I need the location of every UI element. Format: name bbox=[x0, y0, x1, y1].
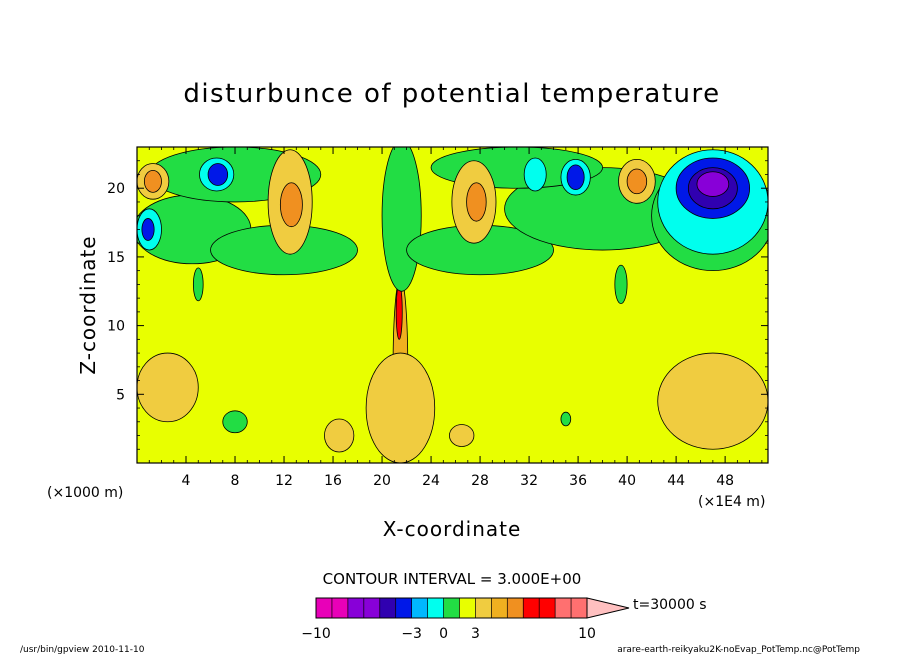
x-unit-left: (×1000 m) bbox=[47, 485, 123, 501]
colorbar-swatch bbox=[555, 598, 572, 618]
plot-area bbox=[137, 147, 768, 463]
colorbar-swatch bbox=[443, 598, 460, 618]
colorbar-swatch bbox=[347, 598, 365, 618]
footer-left: /usr/bin/gpview 2010-11-10 bbox=[20, 645, 145, 654]
colorbar-swatch bbox=[507, 598, 524, 618]
contour-region bbox=[137, 352, 199, 423]
colorbar-ticks: −10 −3 0 3 10 bbox=[301, 626, 596, 642]
colorbar-swatch bbox=[459, 598, 476, 618]
chart-title: disturbunce of potential temperature bbox=[183, 79, 720, 109]
colorbar-tick-label: 0 bbox=[439, 626, 448, 642]
x-tick-label: 32 bbox=[520, 473, 538, 489]
y-tick-label: 10 bbox=[107, 319, 125, 335]
contour-region bbox=[696, 171, 730, 197]
x-tick-label: 8 bbox=[231, 473, 240, 489]
x-axis: 4 8 12 16 20 24 28 32 36 40 44 48 bbox=[148, 147, 763, 489]
time-label: t=30000 s bbox=[633, 597, 707, 613]
x-tick-label: 44 bbox=[667, 473, 685, 489]
x-tick-label: 12 bbox=[275, 473, 293, 489]
colorbar-swatch bbox=[571, 598, 588, 618]
colorbar-swatch bbox=[411, 598, 428, 618]
colorbar-tick-label: 10 bbox=[578, 626, 596, 642]
contour-interval-label: CONTOUR INTERVAL = 3.000E+00 bbox=[323, 570, 582, 588]
colorbar-swatch bbox=[523, 598, 540, 618]
contour-region bbox=[449, 424, 475, 447]
colorbar-extension bbox=[586, 597, 630, 619]
y-tick-label: 20 bbox=[107, 181, 125, 197]
y-tick-label: 15 bbox=[107, 250, 125, 266]
contour-region bbox=[626, 168, 648, 195]
x-tick-label: 24 bbox=[422, 473, 440, 489]
contour-region bbox=[657, 352, 768, 450]
x-tick-label: 4 bbox=[182, 473, 191, 489]
colorbar-tick-label: 3 bbox=[471, 626, 480, 642]
contour-region bbox=[324, 418, 355, 453]
colorbar-swatch bbox=[331, 598, 349, 618]
colorbar-swatch bbox=[363, 598, 381, 618]
x-axis-label: X-coordinate bbox=[383, 517, 522, 541]
colorbar-tick-label: −3 bbox=[401, 626, 422, 642]
contour-region bbox=[192, 267, 204, 302]
contour-region bbox=[560, 411, 572, 427]
contour-region bbox=[395, 283, 403, 340]
colorbar-swatch bbox=[316, 598, 333, 618]
colorbar-swatch bbox=[491, 598, 508, 618]
contour-region bbox=[143, 169, 162, 193]
x-tick-label: 48 bbox=[716, 473, 734, 489]
contour-region bbox=[466, 182, 487, 222]
colorbar-swatch bbox=[395, 598, 412, 618]
contour-region bbox=[141, 218, 155, 241]
y-tick-label: 5 bbox=[116, 387, 125, 403]
colorbar-swatch bbox=[427, 598, 444, 618]
colorbar-swatch bbox=[475, 598, 492, 618]
contour-region bbox=[614, 264, 628, 305]
footer-right: arare-earth-reikyaku2K-noEvap_PotTemp.nc… bbox=[617, 645, 860, 654]
contour-region bbox=[222, 410, 248, 434]
contour-region bbox=[279, 182, 303, 228]
x-tick-label: 36 bbox=[569, 473, 587, 489]
x-unit-right: (×1E4 m) bbox=[698, 494, 765, 510]
colorbar-tick-label: −10 bbox=[301, 626, 331, 642]
x-tick-label: 20 bbox=[373, 473, 391, 489]
plot-frame bbox=[136, 146, 769, 464]
contour-region bbox=[207, 163, 229, 186]
y-axis: 5 10 15 20 bbox=[107, 160, 768, 450]
x-tick-label: 40 bbox=[618, 473, 636, 489]
colorbar-swatch bbox=[539, 598, 556, 618]
colorbar bbox=[315, 597, 630, 619]
contour-region bbox=[365, 352, 436, 463]
contour-region bbox=[566, 164, 585, 190]
colorbar-swatch bbox=[379, 598, 397, 618]
x-tick-label: 16 bbox=[324, 473, 342, 489]
x-tick-label: 28 bbox=[471, 473, 489, 489]
y-axis-label: Z-coordinate bbox=[76, 235, 100, 374]
contour-region bbox=[523, 157, 547, 192]
contour-region bbox=[381, 147, 422, 292]
